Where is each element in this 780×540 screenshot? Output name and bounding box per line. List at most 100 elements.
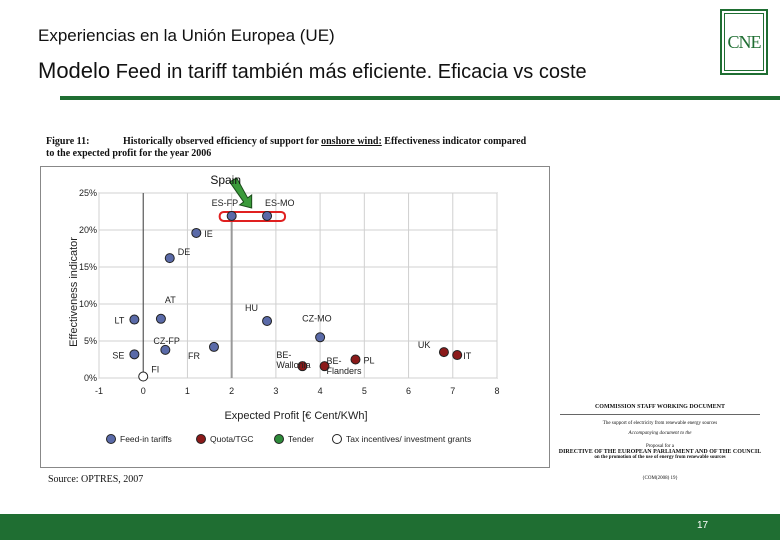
- point-pl: [350, 354, 361, 365]
- legend-label: Quota/TGC: [210, 434, 253, 444]
- point-label-part: ES-MO: [265, 198, 295, 208]
- scatter-chart: -1 0 1 2 3 4 5 6 7 8 0% 5% 10% 15% 20% 25% Expected Pro…: [68, 173, 500, 444]
- doc-line-6: on the promotion of the use of energy fr…: [594, 455, 726, 460]
- x-tick-label: 5: [362, 386, 367, 396]
- x-tick-label: 2: [229, 386, 234, 396]
- legend-swatch: [274, 434, 284, 444]
- point-label-part: ES-FP: [212, 198, 239, 208]
- y-tick-label: 20%: [79, 225, 97, 235]
- x-tick-label: -1: [95, 386, 103, 396]
- point-label-part: FI: [151, 365, 159, 375]
- data-points: ES-FP ES-MOIEDEATLTHUFRCZ-FPSEFICZ-MOBE-W…: [112, 198, 472, 382]
- tick-labels: -1 0 1 2 3 4 5 6 7 8 0% 5% 10% 15% 20% 25%: [79, 188, 500, 396]
- point-label-part: UK: [418, 340, 431, 350]
- x-axis-label: Expected Profit [€ Cent/KWh]: [224, 410, 367, 422]
- y-tick-label: 15%: [79, 262, 97, 272]
- caption-post: Effectiveness indicator compared: [381, 136, 527, 147]
- doc-line-1: COMMISSION STAFF WORKING DOCUMENT: [594, 404, 726, 410]
- point-label-part: Wallonia: [276, 360, 310, 370]
- y-tick-label: 5%: [84, 336, 97, 346]
- y-axis-label: Effectiveness indicator: [68, 237, 80, 347]
- doc-line-7: {COM(2008) 19}: [642, 476, 678, 481]
- point-label: FR: [188, 351, 200, 361]
- x-tick-label: 3: [273, 386, 278, 396]
- point-label: BE-Flanders: [327, 356, 363, 376]
- legend-swatch: [196, 434, 206, 444]
- cne-logo: CNE: [720, 9, 768, 75]
- subtitle-lead: Modelo: [38, 58, 111, 83]
- x-tick-label: 1: [185, 386, 190, 396]
- legend: Feed-in tariffs Quota/TGC Tender Tax incent…: [106, 434, 471, 444]
- footer-bar: [0, 514, 780, 540]
- point-fr: [208, 341, 219, 352]
- spain-highlight-box: [218, 210, 287, 222]
- point-label: CZ-FP: [153, 336, 180, 346]
- point-it: [452, 350, 463, 361]
- point-label-part: BE-: [276, 350, 291, 360]
- point-label: ES-FP: [212, 198, 239, 208]
- point-label: UK: [418, 340, 431, 350]
- y-tick-label: 0%: [84, 373, 97, 383]
- point-uk: [438, 347, 449, 358]
- header-rule: [60, 96, 780, 100]
- doc-line-3: Accompanying document to the: [628, 431, 692, 436]
- document-cover: COMMISSION STAFF WORKING DOCUMENT The su…: [550, 398, 770, 481]
- slide-subtitle: Modelo Feed in tariff también más eficie…: [38, 58, 587, 84]
- y-tick-label: 25%: [79, 188, 97, 198]
- point-label-part: LT: [115, 316, 125, 326]
- point-label-part: CZ-FP: [153, 336, 180, 346]
- legend-label: Feed-in tariffs: [120, 434, 172, 444]
- point-hu: [262, 316, 273, 327]
- plot-area: [98, 192, 498, 379]
- caption-underlined: onshore wind:: [321, 136, 382, 147]
- legend-swatch: [332, 434, 342, 444]
- point-label: HU: [245, 303, 258, 313]
- spain-arrow-icon: [228, 177, 253, 209]
- point-be-flanders: [319, 361, 330, 372]
- point-label: SE: [112, 350, 124, 360]
- point-label: IE: [204, 229, 213, 239]
- point-es-mo: [262, 210, 273, 221]
- point-be-wallonia: [297, 361, 308, 372]
- legend-label: Tax incentives/ investment grants: [346, 434, 471, 444]
- legend-swatch: [106, 434, 116, 444]
- point-label: CZ-MO: [302, 313, 332, 323]
- point-de: [164, 253, 175, 264]
- doc-divider: [560, 414, 760, 415]
- point-label-part: IE: [204, 229, 213, 239]
- point-label-part: CZ-MO: [302, 313, 332, 323]
- point-label: AT: [165, 295, 176, 305]
- point-label: PL: [363, 356, 374, 366]
- x-tick-label: 7: [450, 386, 455, 396]
- point-cz-mo: [315, 332, 326, 343]
- spain-callout: Spain: [210, 173, 241, 187]
- point-label: LT: [115, 316, 125, 326]
- logo-text: CNE: [727, 31, 762, 52]
- point-label-part: DE: [178, 247, 191, 257]
- point-label-part: IT: [463, 351, 472, 361]
- doc-line-2: The support of electricity from renewabl…: [602, 421, 718, 426]
- doc-line-4: Proposal for a: [645, 444, 675, 449]
- legend-label: Tender: [288, 434, 314, 444]
- point-ie: [191, 227, 202, 238]
- x-tick-label: 6: [406, 386, 411, 396]
- doc-line-5: DIRECTIVE OF THE EUROPEAN PARLIAMENT AND…: [558, 449, 762, 455]
- point-se: [129, 349, 140, 360]
- page-number: 17: [697, 520, 709, 531]
- slide-title: Experiencias en la Unión Europea (UE): [38, 26, 335, 45]
- point-label: DE: [178, 247, 191, 257]
- point-label-part: PL: [363, 356, 374, 366]
- point-label-part: BE-: [327, 356, 342, 366]
- point-label-part: HU: [245, 303, 258, 313]
- x-tick-label: 0: [141, 386, 146, 396]
- x-tick-label: 4: [318, 386, 323, 396]
- figure-caption: Figure 11: Historically observed efficien…: [46, 136, 586, 160]
- spain-highlight: Spain: [210, 173, 287, 378]
- point-label-part: AT: [165, 295, 176, 305]
- point-lt: [129, 314, 140, 325]
- x-tick-label: 8: [494, 386, 499, 396]
- point-label: IT: [463, 351, 472, 361]
- chart-frame: -1 0 1 2 3 4 5 6 7 8 0% 5% 10% 15% 20% 25% Expected Pro…: [40, 166, 550, 468]
- point-label: BE-Wallonia: [276, 350, 310, 370]
- point-label: FI: [151, 365, 159, 375]
